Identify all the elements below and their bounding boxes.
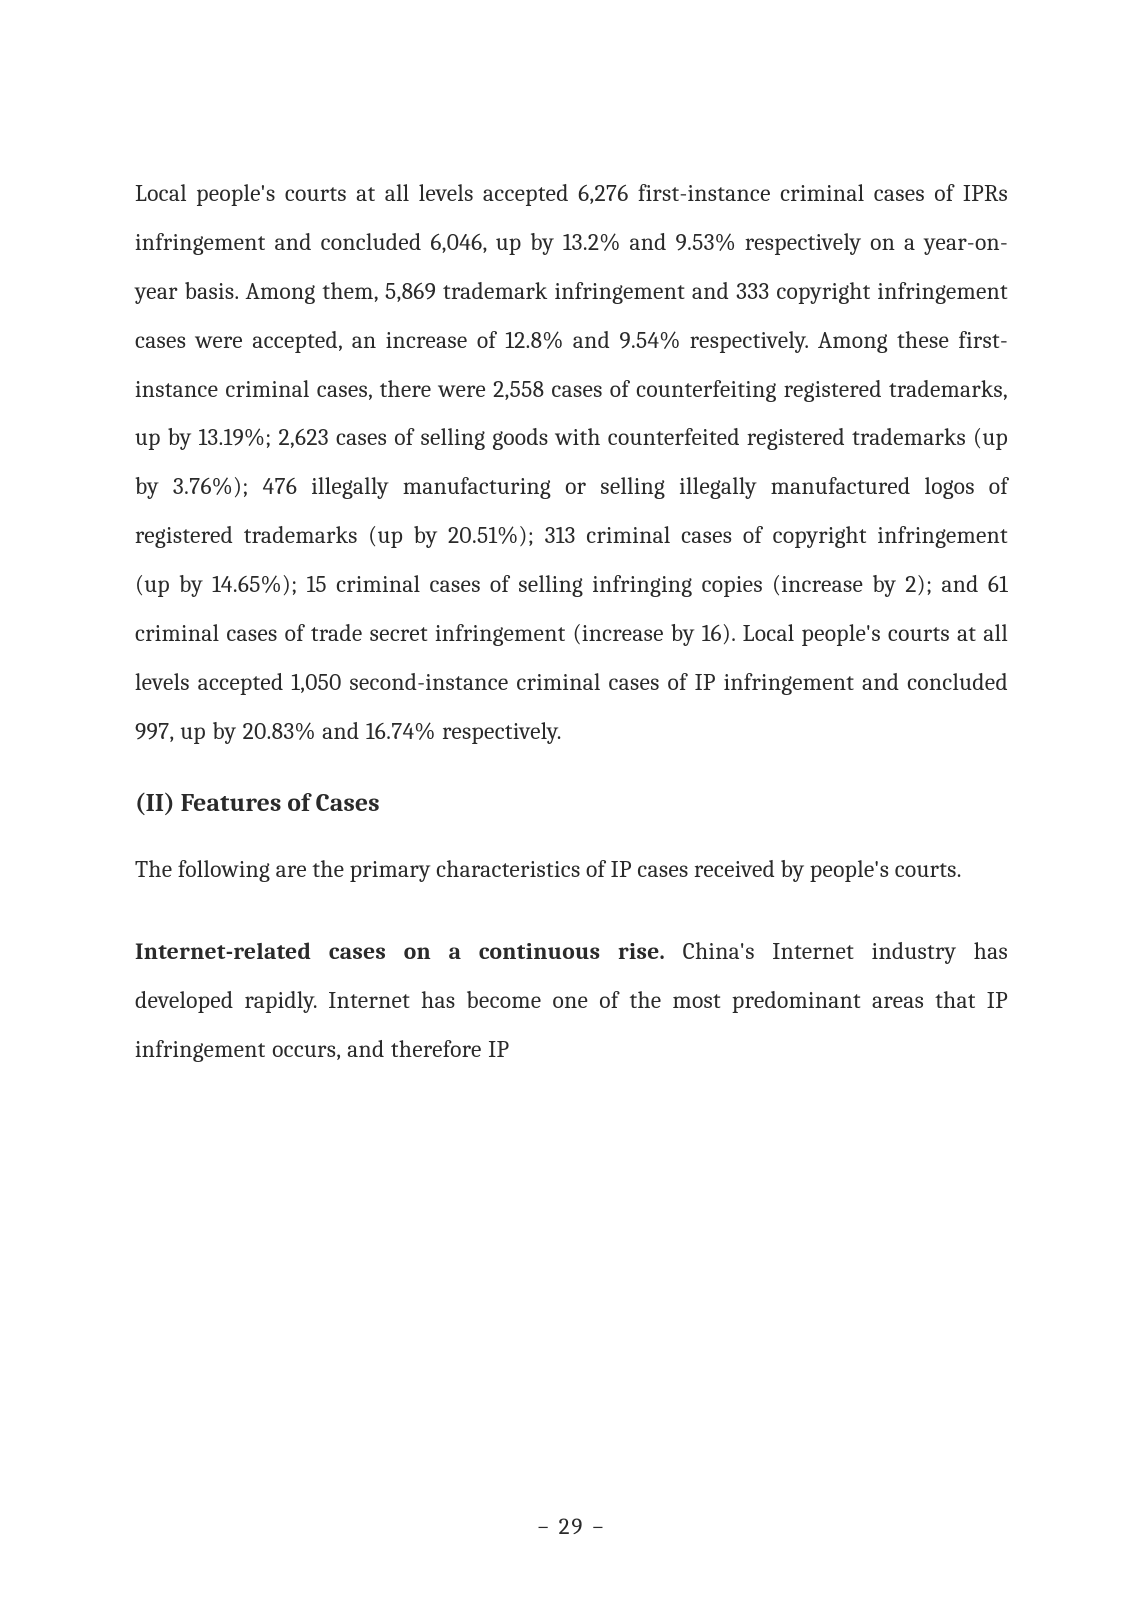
lead-in-text: Internet-related cases on a continuous r… — [135, 938, 665, 965]
paragraph-criminal-cases: Local people's courts at all levels acce… — [135, 170, 1008, 757]
intro-paragraph: The following are the primary characteri… — [135, 846, 1008, 895]
page-number: − 29 − — [0, 1513, 1143, 1540]
section-heading-features: (II) Features of Cases — [135, 789, 1008, 818]
paragraph-internet-cases: Internet-related cases on a continuous r… — [135, 928, 1008, 1075]
